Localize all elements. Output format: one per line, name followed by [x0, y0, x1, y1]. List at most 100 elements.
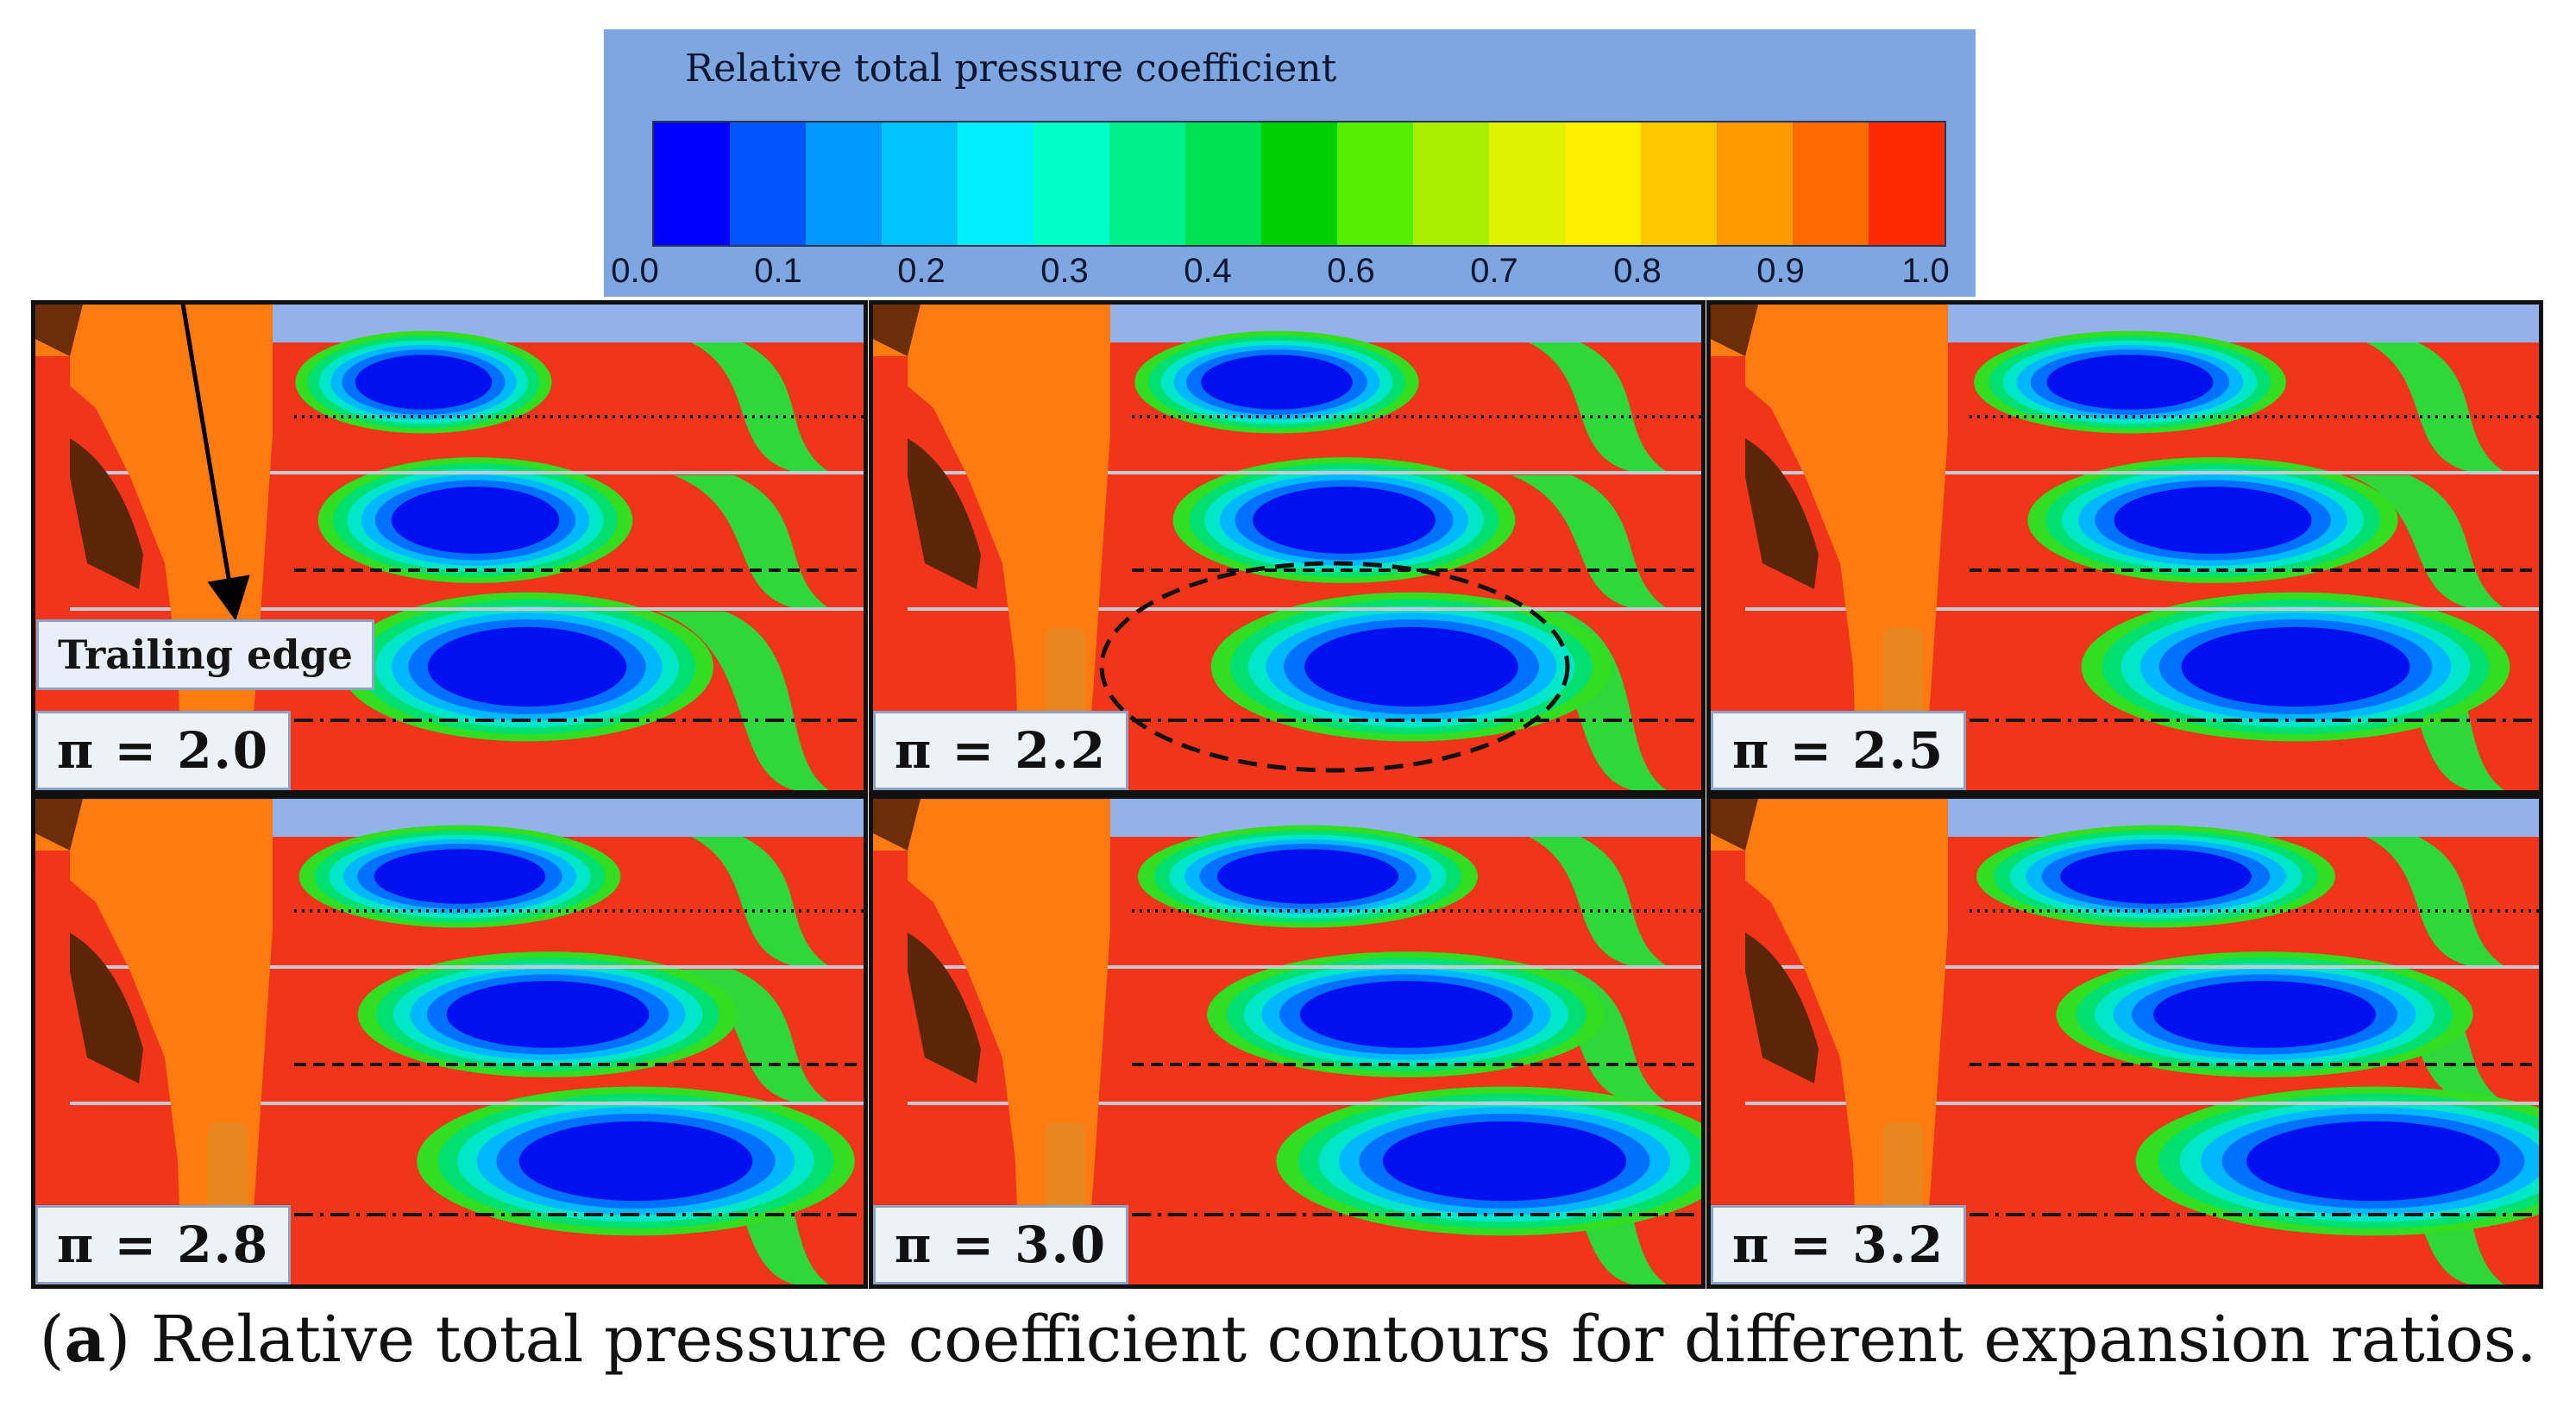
- blade-shadow: [35, 799, 83, 851]
- contour-panel-5: π = 3.0: [869, 794, 1706, 1289]
- colorbar-swatch-6: [1109, 122, 1185, 245]
- contour-plot: [35, 305, 864, 790]
- shear-layer: [657, 612, 829, 790]
- trailing-edge-cylinder: [1883, 1122, 1923, 1217]
- colorbar-tick-label: 0.1: [754, 252, 802, 290]
- colorbar-swatches: [652, 121, 1946, 247]
- colorbar-swatch-16: [1869, 122, 1945, 245]
- caption-prefix: (: [39, 1303, 65, 1377]
- colorbar-swatch-1: [730, 122, 806, 245]
- blade-shadow: [1737, 434, 1819, 589]
- caption-bold: a: [64, 1303, 106, 1377]
- colorbar-tick-label: 1.0: [1901, 252, 1950, 290]
- contour-plot: [873, 799, 1701, 1284]
- contour-vortex-layer: [2153, 981, 2376, 1048]
- panel-label: π = 3.2: [1711, 1205, 1966, 1284]
- colorbar-tick-label: 0.2: [897, 252, 946, 290]
- trailing-edge-label: Trailing edge: [36, 619, 374, 690]
- contour-plot: [35, 799, 864, 1284]
- shear-layer: [674, 970, 829, 1102]
- colorbar-swatch-8: [1261, 122, 1337, 245]
- shear-layer: [691, 837, 829, 966]
- trailing-edge-cylinder: [1046, 628, 1085, 723]
- colorbar-swatch-2: [806, 122, 882, 245]
- colorbar-swatch-5: [1034, 122, 1109, 245]
- contour-vortex-layer: [1253, 487, 1436, 554]
- colorbar-swatch-4: [958, 122, 1034, 245]
- shear-layer: [2349, 475, 2504, 608]
- trailing-edge-cylinder: [208, 1122, 248, 1217]
- contour-vortex-layer: [2046, 355, 2214, 410]
- colorbar-swatch-7: [1185, 122, 1261, 245]
- colorbar-swatch-3: [882, 122, 958, 245]
- contour-panel-6: π = 3.2: [1706, 794, 2543, 1289]
- colorbar-swatch-12: [1565, 122, 1641, 245]
- shear-layer: [1529, 837, 1667, 966]
- contour-panel-1: π = 2.0: [31, 300, 868, 794]
- blade-shadow: [899, 928, 981, 1083]
- blade-shadow: [61, 434, 143, 589]
- colorbar-swatch-10: [1413, 122, 1489, 245]
- panel-label: π = 2.8: [35, 1205, 291, 1284]
- blade-shadow: [873, 799, 920, 851]
- shear-layer: [674, 475, 829, 608]
- colorbar-swatch-15: [1793, 122, 1869, 245]
- colorbar-swatch-9: [1337, 122, 1413, 245]
- highlight-ellipse: [1099, 561, 1570, 773]
- blade-shadow: [1711, 305, 1758, 356]
- blade-shadow: [899, 434, 981, 589]
- contour-plot: [1711, 799, 2539, 1284]
- contour-panel-grid: π = 2.0 π = 2.2 π = 2.5 π = 2.8 π = 3.0 …: [31, 300, 2543, 1289]
- shear-layer: [1511, 475, 1667, 608]
- contour-vortex-layer: [1201, 355, 1353, 410]
- shear-layer: [2366, 837, 2504, 966]
- colorbar-swatch-0: [654, 122, 730, 245]
- colorbar-tick-label: 0.6: [1327, 252, 1375, 290]
- shear-layer: [1529, 342, 1667, 472]
- contour-vortex-layer: [2060, 849, 2252, 904]
- panel-label: π = 2.5: [1711, 711, 1966, 790]
- contour-vortex-layer: [391, 487, 560, 554]
- contour-vortex-layer: [1304, 626, 1518, 707]
- contour-vortex-layer: [1216, 849, 1399, 904]
- contour-vortex-layer: [374, 849, 546, 904]
- colorbar-title: Relative total pressure coefficient: [685, 47, 1337, 91]
- contour-vortex-layer: [518, 1121, 753, 1202]
- colorbar-swatch-13: [1641, 122, 1717, 245]
- contour-vortex-layer: [355, 355, 493, 410]
- contour-vortex-layer: [2181, 626, 2410, 707]
- shear-layer: [2366, 342, 2504, 472]
- contour-vortex-layer: [446, 981, 650, 1048]
- colorbar-tick-label: 0.7: [1470, 252, 1518, 290]
- colorbar-swatch-14: [1717, 122, 1793, 245]
- contour-plot: [873, 305, 1701, 790]
- contour-panel-3: π = 2.5: [1706, 300, 2543, 794]
- blade-shadow: [1711, 799, 1758, 851]
- contour-vortex-layer: [2246, 1121, 2500, 1202]
- panel-label: π = 2.2: [873, 711, 1128, 790]
- trailing-edge-cylinder: [1883, 628, 1923, 723]
- contour-vortex-layer: [2114, 487, 2312, 554]
- colorbar-tick-label: 0.0: [611, 252, 659, 290]
- colorbar-ticks: 0.0 0.1 0.2 0.3 0.4 0.6 0.7 0.8 0.9 1.0: [604, 245, 1976, 297]
- figure-caption: (a) Relative total pressure coefficient …: [0, 1303, 2576, 1377]
- panel-label: π = 2.0: [35, 711, 291, 790]
- contour-vortex-layer: [427, 626, 627, 707]
- blade-shadow: [1737, 928, 1819, 1083]
- trailing-edge-cylinder: [1046, 1122, 1085, 1217]
- colorbar-tick-label: 0.8: [1613, 252, 1662, 290]
- contour-plot: [1711, 305, 2539, 790]
- panel-label: π = 3.0: [873, 1205, 1128, 1284]
- contour-vortex-layer: [1382, 1121, 1627, 1202]
- blade-shadow: [873, 305, 920, 356]
- colorbar-tick-label: 0.9: [1756, 252, 1805, 290]
- contour-panel-4: π = 2.8: [31, 794, 868, 1289]
- blade-shadow: [61, 928, 143, 1083]
- colorbar-tick-label: 0.4: [1184, 252, 1232, 290]
- caption-text: ) Relative total pressure coefficient co…: [105, 1303, 2537, 1377]
- shear-layer: [691, 342, 829, 472]
- blade-shadow: [35, 305, 83, 356]
- contour-panel-2: π = 2.2: [869, 300, 1706, 794]
- colorbar-legend: Relative total pressure coefficient 0.0 0…: [604, 29, 1976, 297]
- colorbar-swatch-11: [1489, 122, 1565, 245]
